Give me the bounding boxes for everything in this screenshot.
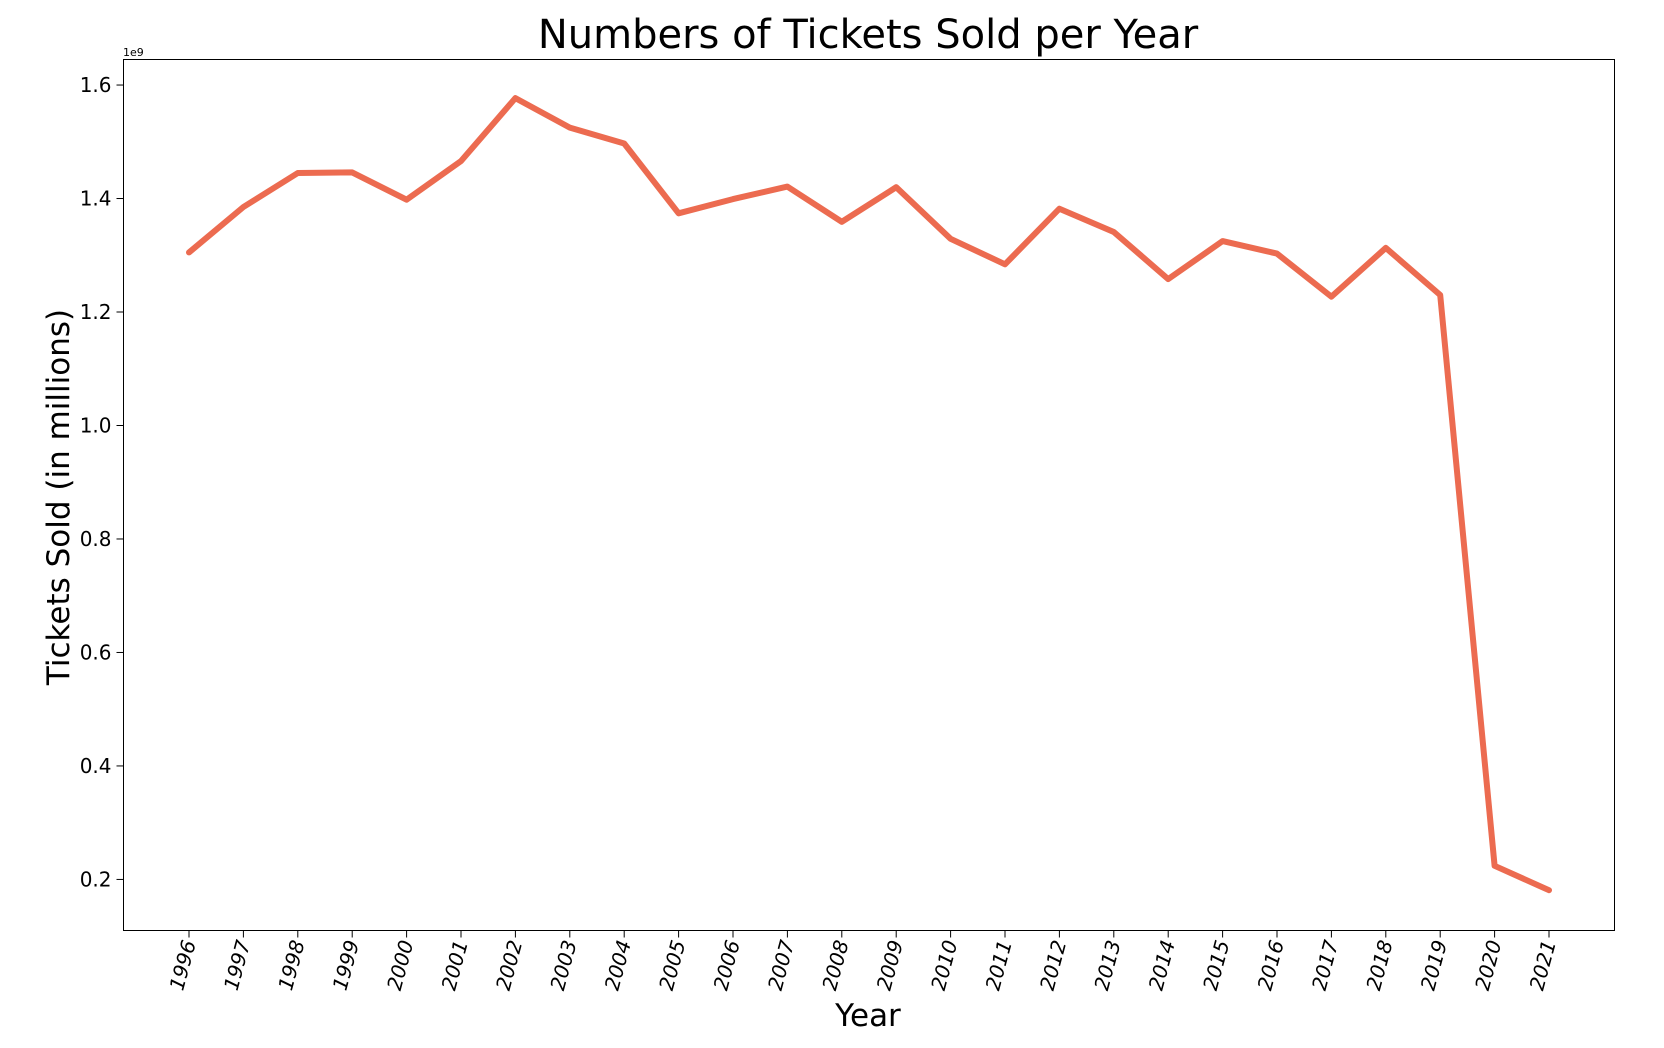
x-tick-label: 1997 [219, 937, 255, 993]
x-tick-label: 2006 [708, 938, 744, 993]
x-tick-label: 2010 [926, 938, 962, 993]
x-tick-label: 2012 [1035, 938, 1071, 993]
x-tick-label: 2017 [1307, 937, 1343, 993]
x-tick-label: 2009 [872, 938, 908, 993]
x-tick-label: 2003 [545, 938, 581, 993]
x-tick-label: 2013 [1089, 938, 1125, 993]
series-line [186, 95, 1552, 894]
y-axis: 0.2 0.4 0.6 0.8 1.0 1.2 1.4 1.6 [80, 73, 124, 891]
y-tick-label: 0.2 [80, 867, 112, 891]
y-tick-label: 0.4 [80, 754, 112, 778]
x-tick-label: 2015 [1198, 938, 1234, 993]
x-tick-label: 1998 [273, 938, 309, 993]
y-tick-label: 1.2 [80, 300, 112, 324]
x-tick-label: 2014 [1144, 938, 1180, 993]
x-tick-label: 2021 [1524, 938, 1560, 993]
x-tick-label: 2018 [1361, 938, 1397, 993]
y-axis-label: Tickets Sold (in millions) [41, 309, 77, 686]
x-tick-label: 2001 [436, 938, 472, 993]
y-axis-offset-label: 1e9 [123, 46, 144, 59]
x-tick-label: 2004 [600, 938, 636, 993]
x-tick-label: 2007 [763, 937, 799, 993]
x-tick-label: 2019 [1416, 938, 1452, 993]
x-axis-label: Year [834, 998, 901, 1034]
y-tick-label: 0.6 [80, 640, 112, 664]
x-tick-label: 2000 [382, 938, 418, 993]
x-tick-label: 2002 [491, 938, 527, 993]
x-tick-label: 1999 [328, 938, 364, 993]
x-tick-label: 2005 [654, 938, 690, 993]
x-axis: 1996 1997 1998 1999 2000 2001 2002 2003 2004 2005… [164, 930, 1561, 993]
y-tick-label: 1.4 [80, 187, 112, 211]
y-tick-label: 1.0 [80, 413, 112, 437]
series-group [186, 95, 1552, 894]
y-tick-label: 0.8 [80, 527, 112, 551]
x-tick-label: 2020 [1470, 938, 1506, 993]
x-tick-label: 2008 [817, 938, 853, 993]
plot-area-frame [123, 59, 1615, 931]
x-tick-label: 2011 [980, 938, 1016, 993]
x-tick-label: 1996 [164, 938, 200, 993]
x-tick-label: 2016 [1252, 938, 1288, 993]
y-tick-label: 1.6 [80, 73, 112, 97]
chart-title: Numbers of Tickets Sold per Year [538, 12, 1199, 58]
